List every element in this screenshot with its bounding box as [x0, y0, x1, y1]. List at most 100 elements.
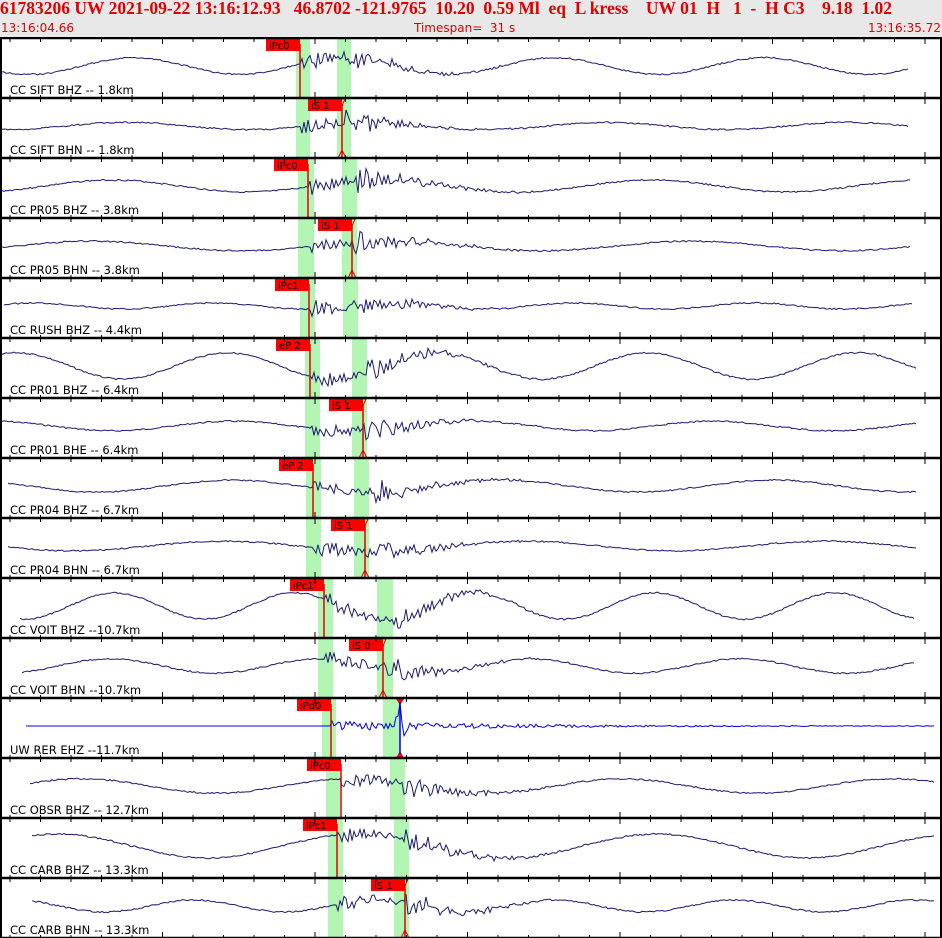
pick-label: iPd0: [300, 701, 322, 712]
channel-row[interactable]: iPc0 CC OBSR BHZ -- 12.7km: [10, 758, 935, 818]
pick-label: iS 1: [311, 101, 330, 112]
pick-label: eP 2: [282, 461, 304, 472]
channel-label: CC PR01 BHZ -- 6.4km: [10, 383, 139, 397]
pick-label: iPc0: [310, 761, 331, 772]
phase-window-band: [298, 218, 314, 278]
pick-flag[interactable]: [274, 159, 308, 171]
pick-flag[interactable]: [331, 519, 365, 531]
phase-window-band: [342, 218, 357, 278]
pick-label: iPc0: [277, 161, 298, 172]
s-marker-icon: [396, 751, 404, 758]
channel-row[interactable]: eP 2 CC PR01 BHZ -- 6.4km: [1, 338, 917, 398]
waveform-trace: [1, 418, 917, 441]
waveform-trace: [21, 651, 915, 681]
waveform-trace: [1, 166, 911, 195]
pick-flag[interactable]: [371, 879, 405, 891]
pick-caret-icon: [347, 268, 357, 279]
window-end-time: 13:16:35.72: [868, 21, 941, 35]
phase-window-band: [298, 158, 314, 218]
pick-label: iPc1: [293, 581, 314, 592]
phase-window-band: [383, 698, 400, 758]
waveform-trace: [26, 702, 934, 738]
timespan-label: Timespan= 31 s: [414, 21, 516, 35]
window-start-time: 13:16:04.66: [1, 21, 74, 35]
channel-label: CC PR04 BHZ -- 6.7km: [10, 503, 139, 517]
channel-row[interactable]: iPc0 CC SIFT BHZ -- 1.8km: [2, 38, 909, 98]
channel-label: CC PR01 BHE -- 6.4km: [10, 443, 139, 457]
pick-label: iS 1: [332, 401, 351, 412]
phase-window-band: [326, 758, 340, 818]
phase-window-band: [390, 758, 405, 818]
phase-window-band: [318, 578, 333, 638]
waveform-trace: [31, 894, 935, 917]
channel-row[interactable]: iPc1 CC CARB BHZ -- 13.3km: [10, 818, 935, 878]
pick-caret-icon: [337, 148, 347, 159]
waveform-trace: [3, 297, 913, 318]
pick-label: iPc1: [306, 821, 327, 832]
pick-caret-icon: [378, 688, 388, 699]
event-summary-title: 61783206 UW 2021-09-22 13:16:12.93 46.87…: [0, 0, 893, 18]
phase-window-band: [342, 158, 357, 218]
phase-window-band: [343, 278, 358, 338]
pick-flag[interactable]: [266, 39, 300, 51]
channel-row[interactable]: iS 1 CC PR05 BHN -- 3.8km: [1, 218, 911, 279]
waveform-trace: [1, 230, 911, 255]
phase-window-band: [377, 578, 393, 638]
channel-row[interactable]: iS 1 CC PR04 BHN -- 6.7km: [7, 518, 916, 579]
phase-window-band: [328, 878, 343, 938]
channel-label: CC SIFT BHZ -- 1.8km: [10, 83, 134, 97]
pick-caret-icon: [360, 568, 370, 579]
channel-label: CC PR05 BHN -- 3.8km: [10, 263, 140, 277]
channel-label: CC RUSH BHZ -- 4.4km: [10, 323, 142, 337]
pick-flag[interactable]: [297, 699, 331, 711]
phase-window-band: [305, 338, 320, 398]
pick-label: iPc1: [278, 281, 299, 292]
waveform-trace: [19, 589, 915, 629]
waveform-trace: [31, 827, 935, 863]
event-header: 61783206 UW 2021-09-22 13:16:12.93 46.87…: [0, 0, 942, 38]
pick-label: iPc0: [269, 41, 290, 52]
phase-window-band: [300, 278, 315, 338]
waveform-trace: [2, 49, 909, 77]
channel-row[interactable]: iPc1 CC VOIT BHZ --10.7km: [10, 578, 915, 638]
pick-label: iS 0: [352, 641, 371, 652]
phase-window-band: [354, 458, 369, 518]
channel-row[interactable]: iPc1 CC RUSH BHZ -- 4.4km: [3, 278, 913, 338]
pick-flag[interactable]: [275, 279, 309, 291]
phase-window-band: [306, 518, 321, 578]
channel-row[interactable]: iS 1 CC CARB BHN -- 13.3km: [10, 878, 935, 938]
channel-label: UW RER EHZ --11.7km: [10, 743, 140, 757]
channel-row[interactable]: iS 1 CC SIFT BHN -- 1.8km: [1, 98, 909, 159]
pick-caret-icon: [400, 928, 410, 938]
pick-flag[interactable]: [279, 459, 313, 471]
phase-window-band: [328, 818, 343, 878]
waveform-trace: [1, 109, 909, 134]
channel-row[interactable]: iPc0 CC PR05 BHZ -- 3.8km: [1, 158, 911, 218]
channel-row[interactable]: iS 1 CC PR01 BHE -- 6.4km: [1, 398, 917, 459]
channel-label: CC SIFT BHN -- 1.8km: [10, 143, 134, 157]
phase-window-band: [318, 638, 333, 698]
pick-flag[interactable]: [318, 219, 352, 231]
pick-flag[interactable]: [349, 639, 383, 651]
pick-label: iS 1: [334, 521, 353, 532]
channel-label: CC VOIT BHZ --10.7km: [10, 623, 140, 637]
channel-row[interactable]: iPd0 UW RER EHZ --11.7km: [10, 698, 934, 758]
channel-label: CC CARB BHN -- 13.3km: [10, 923, 149, 937]
phase-window-band: [377, 638, 393, 698]
seismogram-panel[interactable]: iPc0 CC SIFT BHZ -- 1.8km iS 1 CC SIFT BHN …: [0, 37, 942, 938]
waveform-trace: [29, 774, 935, 798]
waveform-trace: [1, 346, 917, 388]
phase-window-band: [322, 698, 336, 758]
pick-flag[interactable]: [303, 819, 337, 831]
pick-flag[interactable]: [329, 399, 363, 411]
pick-flag[interactable]: [308, 99, 342, 111]
channel-row[interactable]: iS 0 CC VOIT BHN --10.7km: [10, 638, 915, 699]
pick-label: iS 1: [374, 881, 393, 892]
waveform-trace: [7, 477, 917, 505]
channel-label: CC VOIT BHN --10.7km: [10, 683, 141, 697]
channel-label: CC PR04 BHN -- 6.7km: [10, 563, 140, 577]
phase-window-band: [394, 818, 409, 878]
phase-window-band: [352, 338, 367, 398]
channel-row[interactable]: eP 2 CC PR04 BHZ -- 6.7km: [7, 458, 917, 518]
phase-window-band: [337, 38, 351, 98]
